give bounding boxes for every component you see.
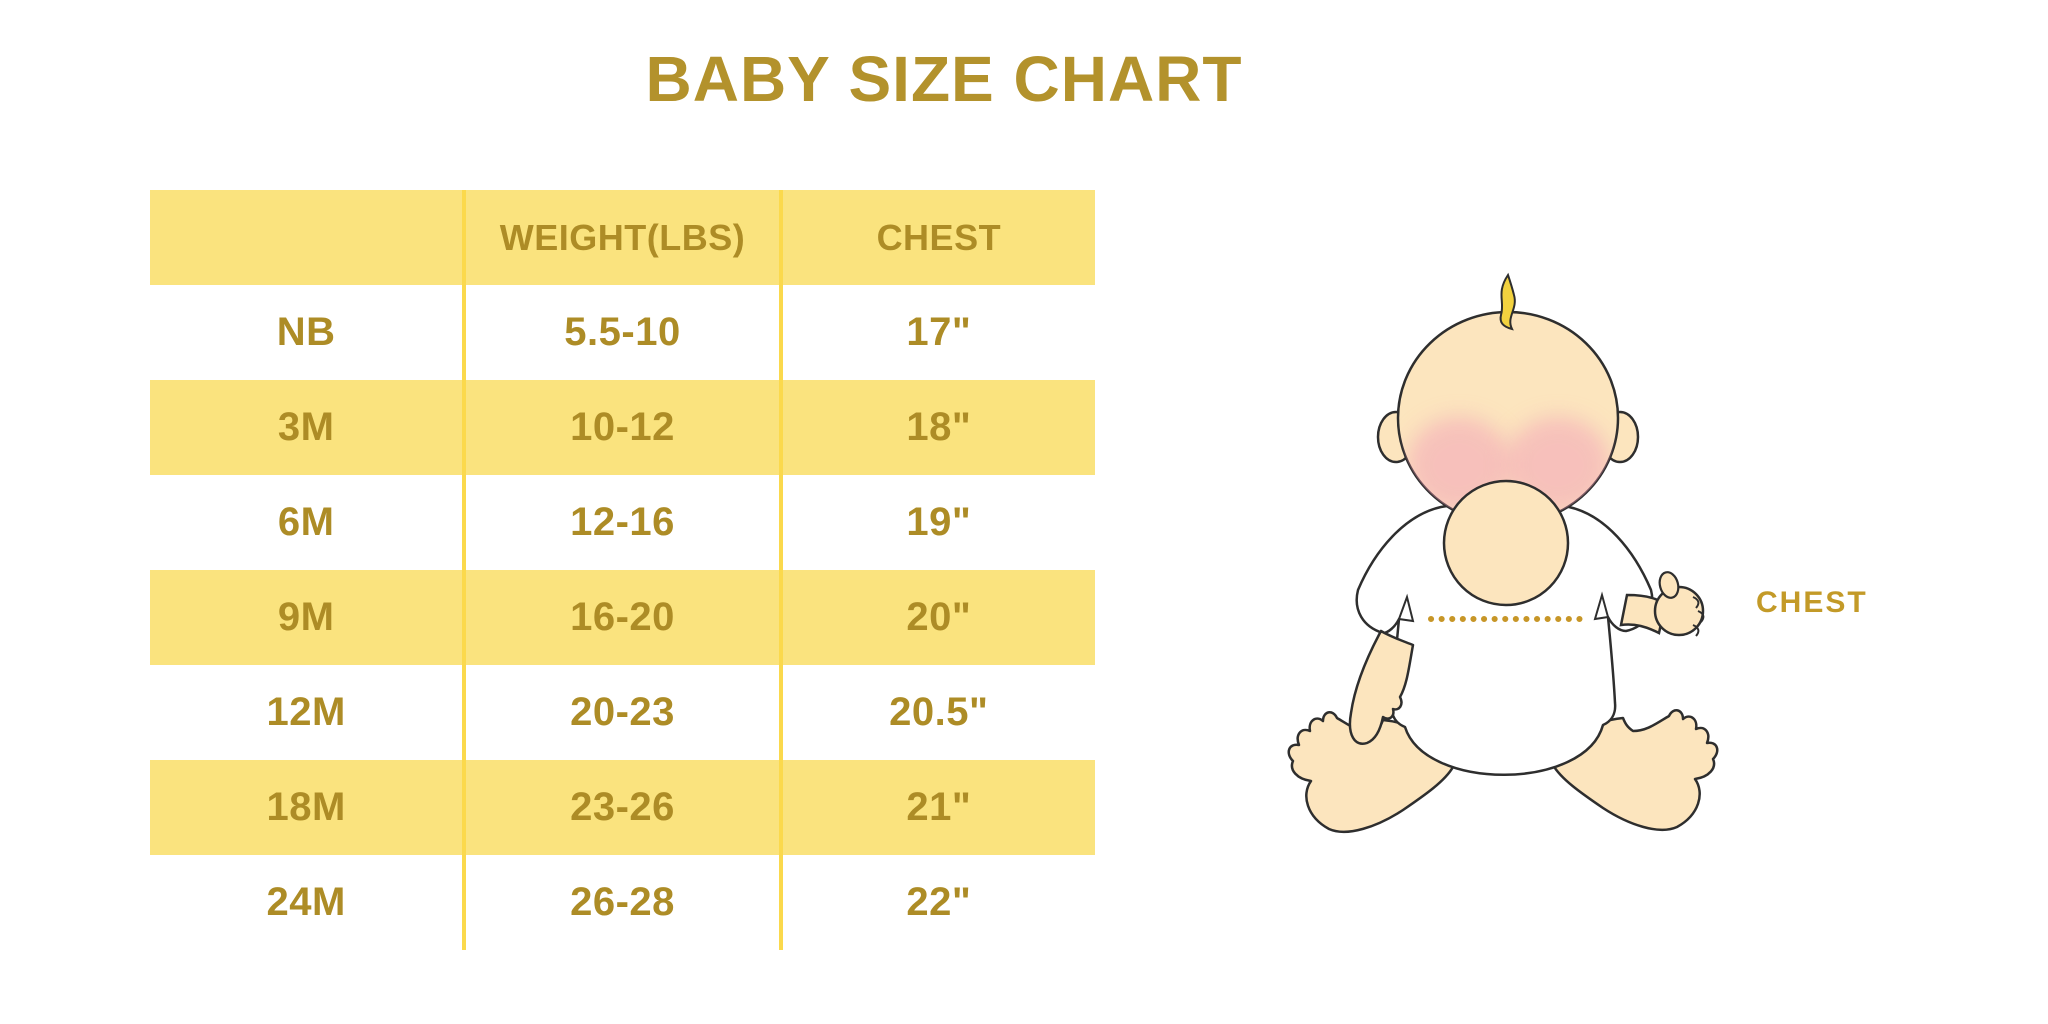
chest-cell: 22" (906, 880, 972, 924)
chest-cell: 21" (906, 785, 972, 829)
weight-cell: 10-12 (466, 380, 783, 475)
chest-cell: 19" (906, 500, 972, 544)
chest-cell: 20.5" (889, 690, 989, 734)
table-row: 24M 26-28 22" (150, 855, 1095, 950)
header-cell-weight: WEIGHT(LBS) (466, 190, 783, 285)
chest-measure-label: CHEST (1756, 586, 1868, 619)
size-cell: 6M (150, 475, 467, 570)
baby-forearm-right (1619, 593, 1667, 635)
table-row: 9M 16-20 20" (150, 570, 1095, 665)
table-row: 3M 10-12 18" (150, 380, 1095, 475)
table-row: NB 5.5-10 17" (150, 285, 1095, 380)
weight-cell: 5.5-10 (466, 285, 783, 380)
chest-cell: 18" (906, 405, 972, 449)
weight-cell: 26-28 (466, 855, 783, 950)
weight-cell: 23-26 (466, 760, 783, 855)
weight-cell: 20-23 (466, 665, 783, 760)
page-title: BABY SIZE CHART (645, 43, 1243, 115)
size-cell: 12M (150, 665, 467, 760)
sleeve-notch-left (1397, 593, 1415, 623)
table-row: 6M 12-16 19" (150, 475, 1095, 570)
table-body: NB 5.5-10 17" 3M 10-12 18" 6M 12-16 19" 9M 16-20 20… (150, 285, 1095, 950)
header-cell-size (150, 190, 467, 285)
size-cell: 24M (150, 855, 467, 950)
size-cell: 9M (150, 570, 467, 665)
weight-cell: 16-20 (466, 570, 783, 665)
size-cell: NB (150, 285, 467, 380)
baby-arm-left (1348, 629, 1415, 745)
baby-hair-curl (1499, 272, 1516, 331)
chest-cell: 20" (906, 595, 972, 639)
fist-knuckles (1692, 596, 1705, 637)
size-table: WEIGHT(LBS) CHEST NB 5.5-10 17" 3M 10-12 18" 6… (150, 190, 1095, 950)
size-cell: 3M (150, 380, 467, 475)
table-header-row: WEIGHT(LBS) CHEST (150, 190, 1095, 285)
table-row: 18M 23-26 21" (150, 760, 1095, 855)
sleeve-notch-right (1593, 591, 1610, 621)
weight-cell: 12-16 (466, 475, 783, 570)
baby-neck (1442, 479, 1570, 607)
size-cell: 18M (150, 760, 467, 855)
header-cell-chest: CHEST (876, 216, 1002, 258)
table-row: 12M 20-23 20.5" (150, 665, 1095, 760)
chest-cell: 17" (906, 310, 972, 354)
baby-illustration (1287, 272, 1719, 833)
baby-thumb (1658, 571, 1680, 599)
